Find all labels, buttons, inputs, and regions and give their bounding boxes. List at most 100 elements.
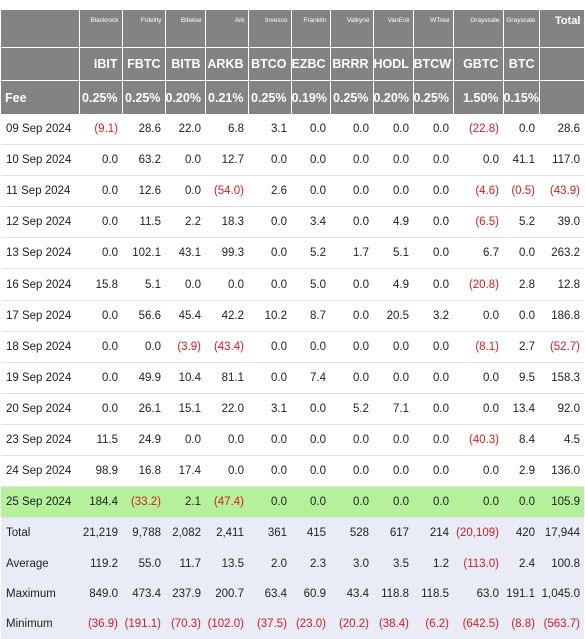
total-cell: 105.9 [539,486,584,519]
flow-cell: 0.0 [248,331,291,363]
total-cell: 186.8 [539,300,584,332]
etf-flows-table: Blackrock Fidelity Bitwise Ark Invesco F… [1,10,585,639]
flow-cell: 0.0 [373,114,413,146]
summary-cell: (6.2) [413,609,453,639]
flow-cell: (33.2) [122,486,165,519]
summary-cell: 2.0 [248,548,291,579]
summary-cell: (70.3) [165,609,205,639]
flow-cell: 0.0 [291,175,330,208]
date-cell: 09 Sep 2024 [1,114,79,146]
flow-cell: 0.0 [79,362,122,394]
flow-cell: 11.5 [79,424,122,457]
summary-label: Minimum [1,609,79,639]
summary-cell: 118.5 [413,578,453,610]
summary-cell: 3.0 [330,548,373,579]
flow-cell: 0.0 [291,144,330,177]
flow-cell: 0.0 [413,362,453,394]
total-cell: 12.8 [539,268,584,301]
fee-cell: 0.25% [248,80,292,114]
summary-cell: 118.8 [373,578,413,610]
ticker-header: EZBC [291,47,331,81]
flow-cell: 0.0 [453,486,503,519]
flow-cell: (6.5) [453,206,503,239]
flow-cell: 43.1 [165,237,205,270]
total-cell: 158.3 [539,362,584,394]
date-cell: 17 Sep 2024 [1,300,79,332]
total-cell: 136.0 [539,455,584,488]
summary-cell: 119.2 [79,548,122,579]
flow-cell: 0.0 [291,455,330,488]
ticker-corner-cell [1,47,80,81]
issuer-header: Bitwise [165,10,206,48]
flow-cell: 0.0 [373,424,413,457]
date-cell: 18 Sep 2024 [1,331,79,363]
flow-cell: 45.4 [165,300,205,332]
flow-cell: 0.0 [79,393,122,425]
flow-cell: 0.0 [330,424,373,457]
flow-cell: 0.0 [291,486,330,519]
fee-cell: 0.25% [330,80,374,114]
summary-cell: 2,411 [205,517,248,549]
flow-cell: 0.0 [205,455,248,488]
flow-cell: (8.1) [453,331,503,363]
ticker-header: BTCW [413,47,454,81]
flow-cell: 2.6 [248,175,291,208]
table-row: 23 Sep 2024 11.5 24.9 0.0 0.0 0.0 0.0 0.0 0.0 0.0… [1,424,584,457]
table-row: 19 Sep 2024 0.0 49.9 10.4 81.1 0.0 7.4 0.0 0.0 0.… [1,362,584,394]
flow-cell: 0.0 [122,331,165,363]
summary-cell: 200.7 [205,578,248,610]
flow-cell: 18.3 [205,206,248,239]
flow-cell: (3.9) [165,331,205,363]
flow-cell: 98.9 [79,455,122,488]
flow-cell: 0.0 [248,362,291,394]
ticker-header: ARKB [205,47,249,81]
flow-cell: 0.0 [413,455,453,488]
flow-cell: 0.0 [165,175,205,208]
table-row: 24 Sep 2024 98.9 16.8 17.4 0.0 0.0 0.0 0.0 0.0 0.… [1,455,584,488]
table-body: 09 Sep 2024 (9.1) 28.6 22.0 6.8 3.1 0.0 0.0 0.0 0… [1,114,584,639]
flow-cell: 5.0 [291,268,330,301]
flow-cell: 3.2 [413,300,453,332]
summary-cell: 55.0 [122,548,165,579]
flow-cell: 11.5 [122,206,165,239]
flow-cell: 2.9 [503,455,539,488]
summary-row: Total 21,219 9,788 2,082 2,411 361 415 528 617 21… [1,517,584,549]
summary-cell: (20,109) [453,517,503,549]
flow-cell: 7.4 [291,362,330,394]
issuer-header: WTree [413,10,454,48]
fee-cell: 0.25% [79,80,123,114]
summary-cell: 1,045.0 [539,578,584,610]
flow-cell: 2.8 [503,268,539,301]
flow-cell: 0.0 [291,331,330,363]
ticker-header-row: IBIT FBTC BITB ARKB BTCO EZBC BRRR HODL … [1,47,585,81]
flow-cell: 0.0 [248,206,291,239]
flow-cell: 0.0 [291,393,330,425]
flow-cell: 0.0 [205,424,248,457]
flow-cell: 13.4 [503,393,539,425]
flow-cell: 0.0 [248,486,291,519]
table-row: 13 Sep 2024 0.0 102.1 43.1 99.3 0.0 5.2 1.7 5.1 0… [1,237,584,270]
table-row: 12 Sep 2024 0.0 11.5 2.2 18.3 0.0 3.4 0.0 4.9 0.0… [1,206,584,239]
flow-cell: 41.1 [503,144,539,177]
summary-cell: (191.1) [122,609,165,639]
ticker-header: BITB [165,47,206,81]
summary-cell: (38.4) [373,609,413,639]
summary-cell: 9,788 [122,517,165,549]
date-cell: 12 Sep 2024 [1,206,79,239]
summary-label: Total [1,517,79,549]
flow-cell: 0.0 [413,175,453,208]
fee-cell: 0.19% [291,80,331,114]
ticker-header: BTC [503,47,540,81]
flow-cell: 4.9 [373,206,413,239]
flow-cell: 0.0 [413,424,453,457]
table-row: 16 Sep 2024 15.8 5.1 0.0 0.0 0.0 5.0 0.0 4.9 0.0(… [1,268,584,301]
flow-cell: 0.0 [79,237,122,270]
flow-cell: 102.1 [122,237,165,270]
flow-cell: 0.0 [453,362,503,394]
flow-cell: 12.7 [205,144,248,177]
flow-cell: 0.0 [79,206,122,239]
table-row: 20 Sep 2024 0.0 26.1 15.1 22.0 3.1 0.0 5.2 7.1 0.… [1,393,584,425]
summary-cell: 415 [291,517,330,549]
flow-cell: 0.0 [330,455,373,488]
flow-cell: 6.8 [205,114,248,146]
